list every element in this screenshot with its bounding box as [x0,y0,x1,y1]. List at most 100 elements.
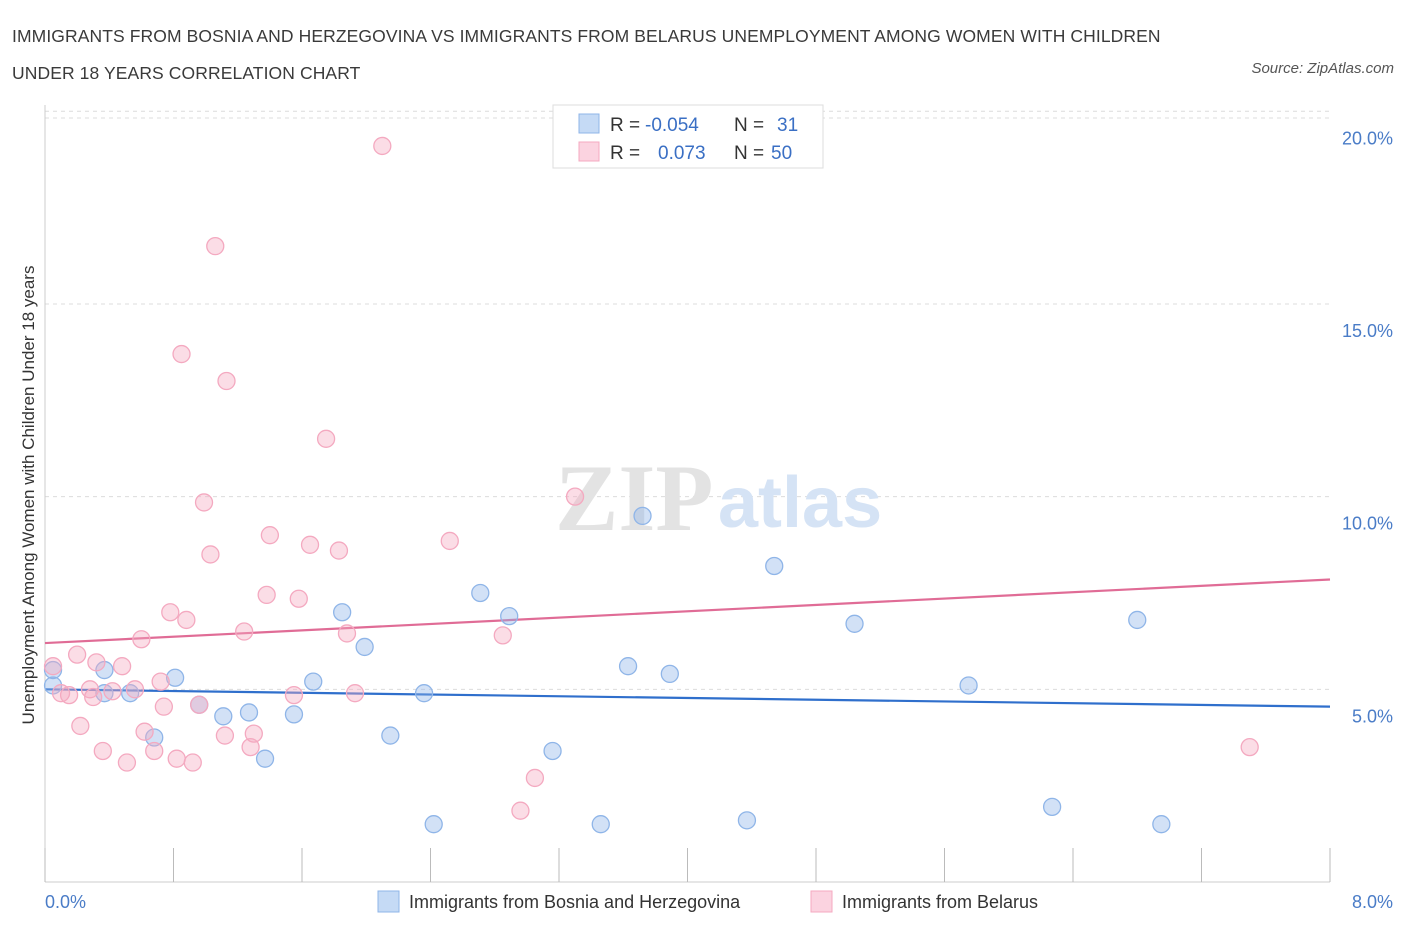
bottom-legend-swatch-belarus [810,890,833,913]
legend-swatch-belarus [578,141,600,162]
point-series1-18 [161,603,180,622]
point-series0-13 [333,603,352,622]
point-series1-41 [373,136,392,156]
point-series0-16 [414,684,434,703]
legend-r-label-2: R = [610,143,640,164]
point-series0-27 [845,614,864,633]
legend-swatch-bosnia [578,113,600,134]
point-series0-8 [214,707,233,726]
x-tick-label-max: 8.0% [1352,892,1393,912]
legend-n-value-1: 31 [777,115,798,136]
point-series0-19 [500,606,519,626]
point-series0-14 [355,637,374,657]
point-series1-12 [125,680,145,699]
point-series1-27 [215,726,235,745]
point-series0-0 [43,660,63,680]
point-series0-6 [165,668,185,687]
point-series1-17 [154,697,174,716]
point-series0-10 [255,749,275,768]
point-series1-13 [132,630,151,649]
point-series0-25 [737,811,757,830]
point-series1-34 [284,685,304,705]
grid-lines [45,110,1330,690]
point-series0-11 [284,705,304,724]
point-series1-39 [337,624,357,643]
y-tick-label-3: 20.0% [1342,128,1393,148]
point-series0-22 [618,657,638,676]
point-series1-44 [511,801,530,820]
point-series1-9 [103,682,122,701]
point-series1-45 [525,768,545,788]
point-series1-25 [201,545,220,564]
point-series1-28 [217,371,236,391]
point-series1-2 [59,685,79,705]
point-series1-46 [565,487,585,506]
point-series1-20 [172,344,191,364]
point-series1-38 [329,541,349,560]
y-tick-labels: 5.0% 10.0% 15.0% 20.0% [1342,128,1393,726]
legend-n-label-1: N = [734,115,764,136]
point-series0-30 [1128,610,1147,630]
chart-title: IMMIGRANTS FROM BOSNIA AND HERZEGOVINA V… [12,26,1161,83]
point-series1-37 [316,429,336,448]
bottom-legend-swatch-bosnia [377,890,400,913]
point-series1-31 [244,724,263,743]
point-series1-32 [257,585,276,605]
point-series0-23 [633,506,652,526]
point-series1-33 [260,526,280,545]
point-series1-11 [117,753,137,772]
point-series0-5 [145,728,164,747]
y-tick-label-2: 15.0% [1342,321,1393,341]
point-series0-17 [424,815,443,834]
legend-r-value-1: -0.054 [645,115,699,136]
y-tick-label-0: 5.0% [1352,706,1393,726]
point-series1-23 [190,695,209,714]
point-series1-3 [67,645,87,664]
legend-r-value-2: 0.073 [658,143,706,164]
point-series1-43 [493,626,512,645]
point-series1-47 [1240,737,1259,757]
point-series0-24 [660,664,679,684]
point-series1-35 [289,589,308,608]
point-series1-26 [206,236,225,256]
point-series0-18 [471,583,490,603]
point-series1-42 [440,531,459,551]
point-series0-29 [1042,797,1062,817]
point-series0-20 [543,741,562,761]
trend-line-series1 [44,578,1331,645]
point-series0-21 [591,815,610,834]
point-series1-6 [84,687,103,707]
trend-lines [44,578,1331,708]
point-series1-15 [145,741,164,761]
legend-n-label-2: N = [734,143,764,164]
point-series1-30 [241,737,260,757]
bottom-legend-label-belarus: Immigrants from Belarus [842,892,1038,912]
point-series0-9 [239,703,259,722]
watermark-zip: ZIP [555,445,713,551]
y-tick-label-1: 10.0% [1342,514,1393,534]
axes [44,105,1331,883]
watermark-atlas: atlas [718,463,882,543]
point-series1-36 [300,535,320,554]
point-series0-26 [765,556,784,576]
bottom-legend: Immigrants from Bosnia and Herzegovina I… [377,890,1038,913]
point-series1-8 [93,741,112,761]
point-series1-4 [71,716,90,736]
trend-line-series0 [44,688,1331,708]
point-series1-19 [167,749,186,768]
point-series1-16 [151,672,170,691]
y-axis-label: Unemployment Among Women with Children U… [19,266,38,725]
point-series1-0 [43,657,63,676]
source-label: Source: ZipAtlas.com [1251,60,1394,77]
point-series1-14 [135,722,154,741]
point-series1-22 [183,753,202,772]
point-series1-21 [177,610,196,630]
point-series1-40 [345,684,365,703]
point-series1-7 [87,653,106,672]
bottom-legend-label-bosnia: Immigrants from Bosnia and Herzegovina [409,892,741,912]
top-legend: R = -0.054 N = 31 R = 0.073 N = 50 [552,104,824,169]
point-series1-29 [235,622,254,641]
point-series1-10 [112,657,132,676]
data-points [43,136,1259,834]
